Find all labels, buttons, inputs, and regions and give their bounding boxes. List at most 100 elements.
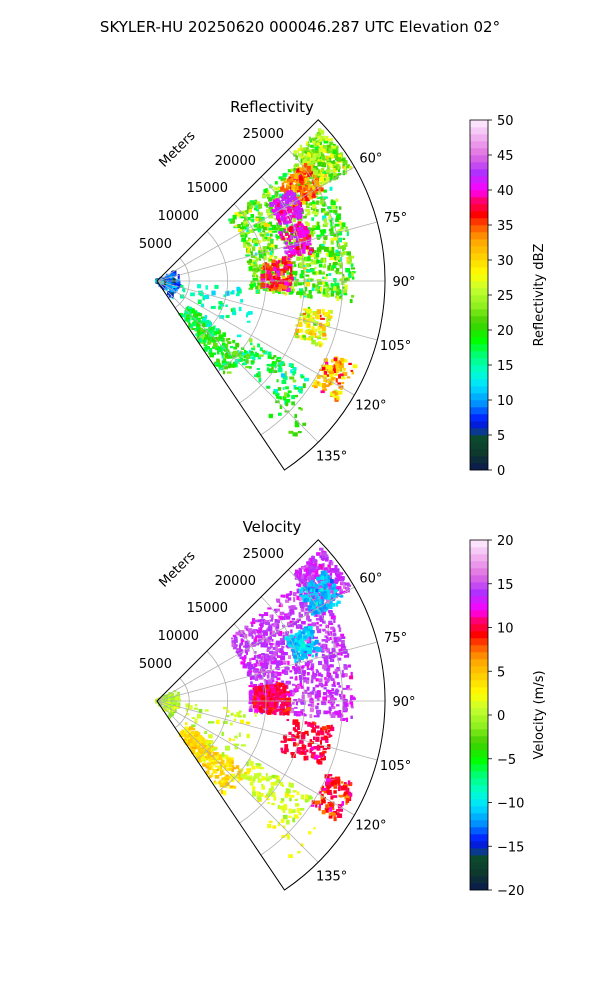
colorbar-band [470,127,488,135]
echo-cell [318,583,321,586]
echo-cell [329,573,333,579]
echo-cell [282,207,288,210]
echo-cell [251,765,256,770]
echo-cell [276,214,279,220]
echo-cell [249,658,252,662]
echo-cell [197,284,201,289]
echo-cell [311,217,315,221]
echo-cell [287,179,292,183]
echo-cell [268,213,274,219]
echo-cell [307,210,311,216]
echo-cell [322,747,328,750]
echo-cell [349,675,354,680]
echo-cell [268,242,271,246]
echo-cell [312,150,318,155]
echo-cell [328,273,332,276]
echo-cell [292,379,297,383]
echo-cell [321,684,326,687]
echo-cell [324,681,328,687]
echo-cell [325,576,328,580]
echo-cell [223,790,227,796]
echo-cell [314,673,317,677]
echo-cell [264,644,268,648]
echo-cell [319,243,325,249]
echo-cell [288,605,292,609]
echo-cell [274,207,278,212]
echo-cell [318,607,323,611]
echo-cell [319,176,325,182]
echo-cell [243,645,247,648]
echo-cell [293,288,296,292]
colorbar-tick-label: 50 [497,114,514,129]
echo-cell [335,198,339,202]
echo-cell [250,675,256,680]
colorbar-band [470,302,488,310]
echo-cell [338,627,342,632]
echo-cell [315,732,321,736]
echo-cell [307,703,312,707]
echo-cell [349,700,354,705]
echo-cell [335,574,341,577]
echo-cell [265,246,270,250]
echo-cell [330,240,334,245]
echo-cell [321,163,326,168]
echo-cell [291,202,295,208]
echo-cell [335,568,340,571]
echo-cell [306,733,309,736]
echo-cell [250,280,253,285]
echo-cell [305,749,309,753]
echo-cell [327,801,331,805]
echo-cell [165,695,168,701]
echo-cell [289,590,293,595]
echo-cell [248,261,251,265]
echo-cell [270,643,273,648]
echo-cell [266,193,271,197]
echo-cell [251,255,256,258]
colorbar-band [470,274,488,282]
echo-cell [180,294,185,299]
echo-cell [263,222,268,227]
echo-cell [302,246,307,250]
echo-cell [292,214,296,218]
echo-cell [346,376,351,379]
echo-cell [326,379,330,383]
echo-cell [254,637,258,642]
echo-cell [280,680,285,684]
echo-cell [315,617,321,621]
echo-cell [248,697,253,701]
echo-cell [329,246,332,251]
echo-cell [331,641,334,644]
echo-cell [285,707,290,711]
echo-cell [286,704,289,707]
echo-cell [298,630,302,635]
echo-cell [250,630,256,634]
echo-cell [335,150,339,156]
echo-cell [253,663,258,667]
echo-cell [194,752,200,756]
echo-cell [314,614,318,617]
echo-cell [266,793,270,797]
echo-cell [326,159,330,162]
echo-cell [331,283,335,289]
echo-cell [261,696,266,701]
echo-cell [340,633,345,639]
echo-cell [316,309,321,315]
echo-cell [301,249,306,254]
echo-cell [239,634,243,637]
echo-cell [304,721,307,725]
echo-cell [343,702,349,707]
echo-cell [336,642,340,647]
echo-cell [333,236,339,241]
echo-cell [169,706,172,710]
echo-cell [302,159,307,164]
echo-cell [272,370,278,373]
echo-cell [331,568,336,572]
echo-cell [267,710,272,714]
echo-cell [258,354,264,357]
echo-cell [293,264,297,268]
echo-cell [208,329,212,334]
echo-cell [333,357,338,362]
echo-cell [218,765,221,770]
echo-cell [240,768,244,772]
echo-cell [265,777,270,782]
